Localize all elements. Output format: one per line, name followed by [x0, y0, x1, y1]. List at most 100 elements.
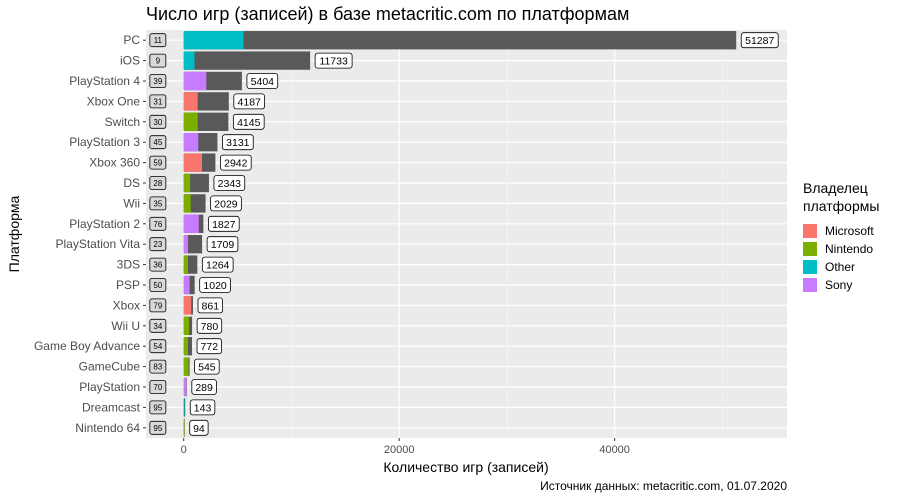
value-label: 861 [202, 300, 220, 312]
left-label: 11 [154, 36, 163, 45]
owner-bar [183, 31, 244, 50]
x-tick-label: 20000 [384, 444, 415, 456]
total-bar [183, 235, 203, 254]
value-label: 1709 [211, 239, 235, 251]
y-tick-label: Xbox [113, 298, 140, 312]
left-label-box [149, 380, 167, 394]
owner-bar [183, 337, 189, 356]
y-tick-label: 3DS [117, 258, 140, 272]
legend-item-sony: Sony [803, 276, 898, 294]
source-caption: Источник данных: metacritic.com, 01.07.2… [540, 479, 787, 493]
left-label: 95 [153, 403, 162, 412]
owner-bar [183, 51, 195, 70]
value-label: 2029 [214, 198, 238, 210]
value-label: 11733 [319, 56, 348, 68]
left-label: 35 [153, 199, 162, 208]
value-label-box [213, 175, 246, 191]
left-label: 30 [153, 118, 162, 127]
legend: Владелец платформы Microsoft Nintendo Ot… [803, 179, 898, 294]
y-tick-label: PlayStation 4 [69, 74, 140, 88]
left-label-box [149, 94, 167, 109]
value-label-box [189, 399, 216, 416]
legend-item-nintendo: Nintendo [803, 240, 898, 258]
value-label-box [740, 32, 779, 49]
owner-bar [183, 418, 185, 437]
owner-bar [183, 71, 207, 91]
left-label-box [149, 135, 167, 150]
left-label: 28 [153, 179, 162, 188]
value-label-box [206, 236, 239, 253]
left-label-box [149, 155, 167, 170]
value-label-box [207, 215, 240, 232]
left-label-box [149, 53, 167, 68]
y-tick-label: DS [123, 176, 140, 190]
owner-bar [183, 235, 189, 254]
y-tick-label: Nintendo 64 [75, 421, 140, 435]
y-tick-label: PlayStation 2 [69, 217, 140, 231]
left-label: 50 [153, 281, 162, 290]
left-label-box [149, 339, 167, 354]
left-label-box [149, 176, 167, 190]
value-label-box [196, 338, 223, 355]
grid-lines [146, 30, 787, 438]
value-label-box [222, 134, 254, 151]
left-label-box [149, 257, 167, 272]
bars [183, 31, 737, 437]
left-label: 76 [153, 220, 162, 229]
value-label: 289 [195, 382, 213, 394]
x-tick-label: 40000 [599, 444, 630, 456]
left-label-box [149, 298, 167, 313]
axes: 0 20000 40000 PC iOS PlayStation 4 Xbox One Swi… [34, 33, 630, 456]
y-tick-label: PSP [116, 278, 140, 292]
value-label: 5404 [251, 76, 275, 88]
value-label: 772 [201, 341, 219, 353]
legend-item-microsoft: Microsoft [803, 222, 898, 240]
y-tick-label: Xbox One [87, 94, 141, 108]
x-tick-label: 0 [181, 444, 187, 456]
left-label-box [149, 196, 167, 211]
left-label-box [149, 216, 167, 231]
y-tick-label: GameCube [79, 360, 141, 374]
value-label-box [199, 277, 231, 293]
value-label-box [233, 93, 266, 110]
value-label: 780 [201, 321, 219, 333]
owner-bar [183, 194, 191, 213]
value-label: 4145 [237, 117, 261, 129]
y-axis-title: Платформа [6, 195, 22, 272]
value-label-box [196, 317, 223, 334]
plot-panel [146, 30, 787, 438]
value-label: 94 [193, 423, 205, 435]
value-label: 143 [194, 402, 212, 414]
left-label: 34 [153, 322, 162, 331]
left-label-box [149, 74, 167, 88]
y-tick-label: PlayStation Vita [56, 237, 141, 251]
legend-key-other [803, 260, 817, 274]
owner-bar [183, 112, 198, 131]
left-label: 9 [156, 57, 161, 66]
legend-label-nintendo: Nintendo [825, 242, 874, 256]
y-tick-label: PC [123, 33, 140, 47]
left-label-box [149, 400, 167, 415]
left-label-box [149, 278, 167, 292]
legend-label-other: Other [825, 260, 856, 274]
legend-key-sony [803, 278, 817, 292]
owner-bar [183, 214, 199, 233]
owner-bar [183, 173, 191, 193]
left-label-box [149, 359, 167, 374]
owner-bar [183, 377, 187, 397]
left-label: 45 [153, 138, 162, 147]
y-tick-label: Dreamcast [82, 400, 141, 414]
value-label: 3131 [226, 137, 250, 149]
left-label: 36 [153, 261, 162, 270]
chart-title: Число игр (записей) в базе metacritic.co… [146, 4, 630, 24]
value-label: 1827 [212, 219, 236, 231]
left-label-box [149, 33, 167, 48]
left-label: 39 [153, 77, 162, 86]
legend-key-nintendo [803, 242, 817, 256]
left-label-box [149, 237, 167, 252]
value-label: 51287 [745, 35, 774, 47]
left-label: 23 [153, 240, 162, 249]
y-tick-label: Wii U [111, 319, 140, 333]
left-label: 54 [153, 342, 162, 351]
